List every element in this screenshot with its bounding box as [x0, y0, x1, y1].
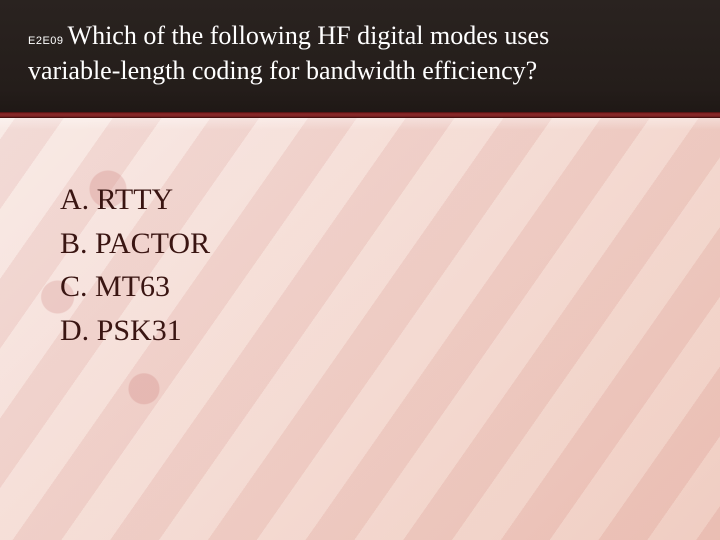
answer-b[interactable]: B. PACTOR — [60, 222, 660, 266]
answer-letter: C. — [60, 270, 88, 303]
answer-letter: D. — [60, 314, 89, 347]
question-line-1: E2E09 Which of the following HF digital m… — [28, 18, 692, 53]
answer-d[interactable]: D. PSK31 — [60, 309, 660, 353]
question-code: E2E09 — [28, 35, 64, 47]
answer-a[interactable]: A. RTTY — [60, 178, 660, 222]
answers-list: A. RTTY B. PACTOR C. MT63 D. PSK31 — [60, 178, 660, 352]
answer-text: RTTY — [97, 183, 174, 216]
answer-letter: A. — [60, 183, 89, 216]
answer-text: PACTOR — [95, 227, 210, 260]
answer-text: PSK31 — [97, 314, 182, 347]
question-text-line1: Which of the following HF digital modes … — [68, 21, 550, 50]
question-header: E2E09 Which of the following HF digital m… — [0, 0, 720, 112]
answer-letter: B. — [60, 227, 88, 260]
header-divider — [0, 112, 720, 118]
question-text-line2: variable-length coding for bandwidth eff… — [28, 56, 537, 85]
answer-c[interactable]: C. MT63 — [60, 265, 660, 309]
header-divider-gloss — [0, 118, 720, 130]
question-line-2: variable-length coding for bandwidth eff… — [28, 53, 692, 88]
answers-region: A. RTTY B. PACTOR C. MT63 D. PSK31 — [0, 130, 720, 400]
answer-text: MT63 — [95, 270, 170, 303]
